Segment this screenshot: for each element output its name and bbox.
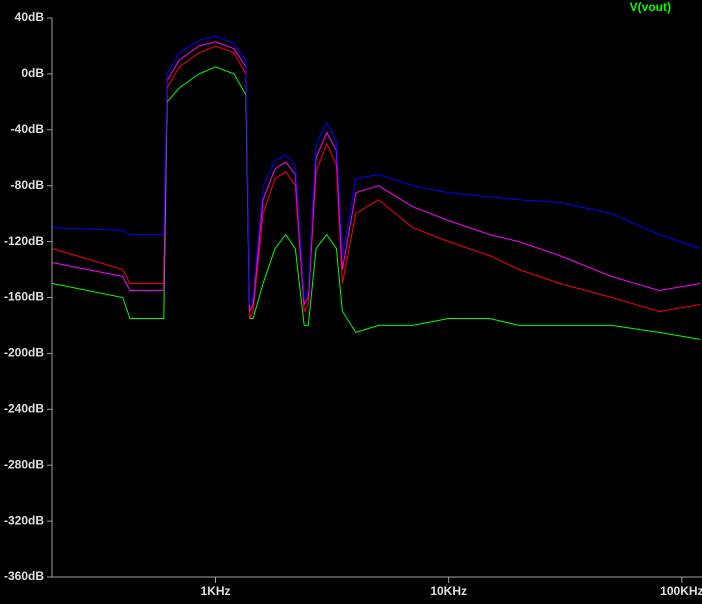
y-tick-label: -200dB <box>4 346 44 360</box>
x-tick-label: 1KHz <box>200 584 230 598</box>
x-tick-label: 100KHz <box>660 584 702 598</box>
y-tick-label: -280dB <box>4 457 44 471</box>
series-line <box>52 66 701 340</box>
y-tick-label: -240dB <box>4 401 44 415</box>
legend-entry: V(vout) <box>630 0 671 14</box>
series-line <box>52 45 701 319</box>
y-tick-label: -40dB <box>11 122 45 136</box>
y-tick-label: -120dB <box>4 234 44 248</box>
y-tick-label: -360dB <box>4 569 44 583</box>
y-tick-label: -160dB <box>4 290 44 304</box>
y-tick-label: -80dB <box>11 178 45 192</box>
y-tick-label: -320dB <box>4 513 44 527</box>
y-tick-label: 40dB <box>15 10 45 24</box>
series-line <box>52 35 701 305</box>
series-line <box>52 41 701 312</box>
x-tick-label: 10KHz <box>430 584 467 598</box>
y-tick-label: 0dB <box>21 66 44 80</box>
